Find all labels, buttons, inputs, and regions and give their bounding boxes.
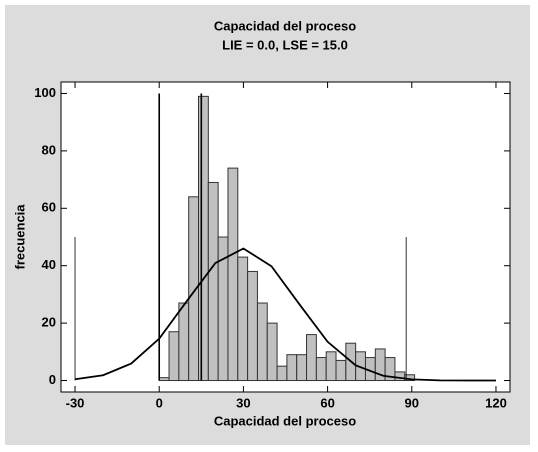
bar (247, 270, 258, 382)
bar (276, 365, 288, 382)
bar (286, 354, 298, 382)
normal-curve (74, 247, 496, 382)
bar (168, 331, 180, 382)
y-tick-label: 40 (42, 257, 56, 272)
bar (158, 377, 170, 382)
chart-title: Capacidad del proceso (214, 18, 356, 33)
bar (335, 359, 347, 382)
y-tick-label: 20 (42, 315, 56, 330)
x-tick-label: -30 (66, 395, 85, 410)
y-tick-label: 80 (42, 142, 56, 157)
x-tick-label: 30 (236, 395, 250, 410)
bar (227, 167, 239, 382)
y-tick-label: 60 (42, 200, 56, 215)
bar (178, 302, 190, 382)
x-axis-label: Capacidad del proceso (214, 413, 356, 428)
y-tick-label: 0 (49, 372, 56, 387)
bar (325, 351, 337, 382)
bar (256, 302, 268, 382)
bar (198, 95, 209, 382)
x-tick-label: 60 (320, 395, 334, 410)
y-axis-label: frecuencia (12, 204, 27, 270)
bar (306, 334, 317, 382)
bar (266, 322, 278, 382)
bar (237, 256, 249, 382)
plot-area (60, 81, 511, 393)
chart-subtitle: LIE = 0.0, LSE = 15.0 (222, 37, 348, 52)
bar (296, 354, 308, 382)
x-tick-label: 120 (485, 395, 507, 410)
x-tick-label: 90 (405, 395, 419, 410)
bar (384, 357, 396, 382)
bar (315, 357, 327, 382)
x-tick-label: 0 (156, 395, 163, 410)
bar (207, 181, 219, 382)
y-tick-label: 100 (34, 85, 56, 100)
